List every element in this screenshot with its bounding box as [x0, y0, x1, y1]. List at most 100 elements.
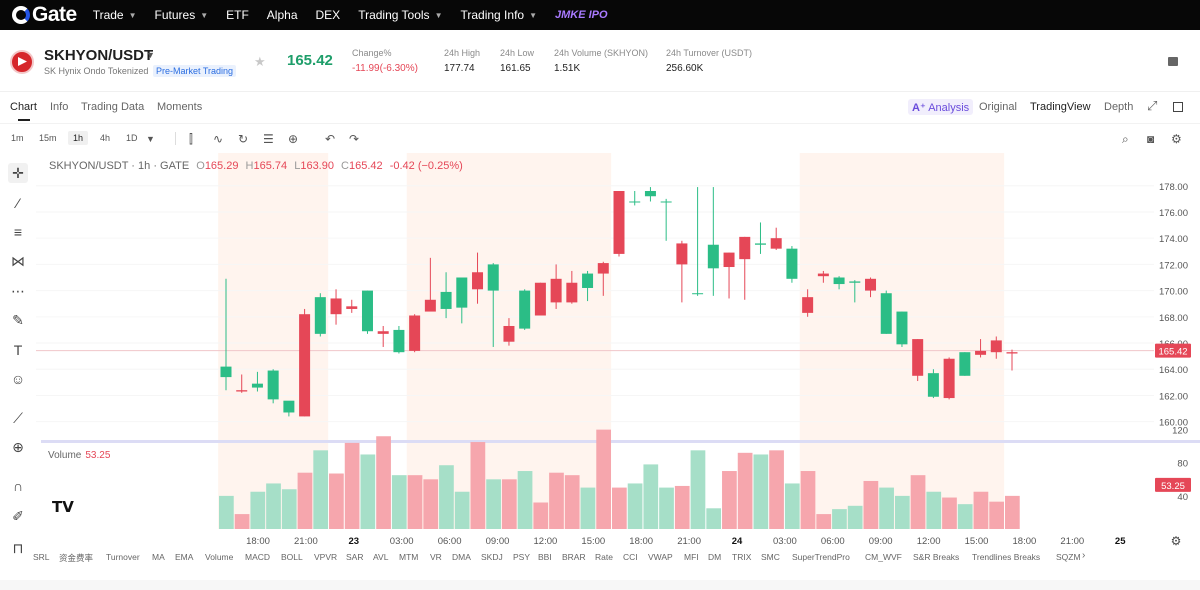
indicator-item[interactable]: S&R Breaks [913, 552, 960, 562]
indicator-item[interactable]: 资金费率 [59, 553, 94, 563]
chart-tabs: Chart Info Trading Data Moments A⁺ Analy… [0, 92, 1200, 124]
lock-drawing-icon[interactable]: ✐ [12, 507, 24, 524]
timeframe-1d[interactable]: 1D [126, 133, 138, 143]
ruler-icon[interactable]: ⟋ [13, 409, 23, 426]
indicator-item[interactable]: PSY [513, 552, 531, 562]
indicator-item[interactable]: SMC [761, 552, 780, 562]
pattern-icon[interactable]: ⋈ [11, 252, 25, 269]
indicator-item[interactable]: VWAP [648, 552, 673, 562]
indicator-item[interactable]: AVL [373, 552, 389, 562]
trendline-icon[interactable]: ⁄ [16, 195, 20, 211]
indicator-item[interactable]: SAR [346, 552, 364, 562]
emoji-icon[interactable]: ☺ [10, 371, 26, 387]
fullscreen-icon[interactable] [1173, 102, 1183, 112]
volume-axis-label: 80 [1177, 459, 1188, 470]
search-icon[interactable]: ⌕ [1122, 132, 1129, 146]
active-tab-indicator [18, 119, 30, 121]
magnet-icon[interactable]: ∩ [12, 478, 24, 494]
nav-item-trading-tools[interactable]: Trading Tools ▼ [358, 8, 442, 22]
expand-icon[interactable]: ⤢ [1147, 98, 1158, 113]
indicator-item[interactable]: VPVR [314, 552, 338, 562]
horizontal-lines-icon[interactable]: ≡ [13, 224, 23, 240]
indicator-item[interactable]: BBI [538, 552, 552, 562]
nav-item-dex[interactable]: DEX [316, 8, 341, 22]
candle-body [314, 297, 326, 334]
time-axis-label: 18:00 [629, 536, 653, 547]
indicator-item[interactable]: DM [708, 552, 722, 562]
chevron-down-icon[interactable]: ▼ [146, 50, 155, 60]
tab-original[interactable]: Original [979, 101, 1017, 113]
indicator-item[interactable]: VR [430, 552, 442, 562]
tab-chart[interactable]: Chart [10, 101, 37, 113]
indicator-item[interactable]: CCI [623, 552, 638, 562]
time-axis-label: 06:00 [821, 536, 845, 547]
tab-moments[interactable]: Moments [157, 101, 203, 113]
add-alert-icon[interactable]: ⊕ [288, 132, 299, 146]
indicator-item[interactable]: BRAR [562, 552, 586, 562]
indicator-item[interactable]: Volume [205, 552, 234, 562]
indicator-item[interactable]: MACD [245, 552, 271, 562]
nav-item-alpha[interactable]: Alpha [267, 8, 298, 22]
indicator-item[interactable]: SRL [33, 552, 50, 562]
nav-item-label: Alpha [266, 8, 298, 22]
indicators-icon[interactable]: ∿ [213, 132, 224, 146]
candle-type-icon[interactable]: ⫿ [189, 132, 193, 146]
replay-icon[interactable]: ↻ [238, 132, 249, 146]
promo-link[interactable]: JMKE IPO [555, 9, 608, 21]
text-icon[interactable]: T [13, 342, 23, 358]
indicator-item[interactable]: SQZM [1056, 552, 1081, 562]
indicator-item[interactable]: Rate [595, 552, 613, 562]
book-icon[interactable] [1168, 57, 1178, 66]
redo-icon[interactable]: ↷ [349, 132, 360, 146]
indicator-item[interactable]: BOLL [281, 552, 303, 562]
nav-item-label: Trading Tools [358, 8, 430, 22]
tab-tradingview[interactable]: TradingView [1030, 101, 1091, 113]
gate-logo[interactable]: Gate [12, 3, 77, 27]
indicator-item[interactable]: TRIX [732, 552, 752, 562]
pair-symbol[interactable]: SKHYON/USDT [44, 47, 154, 64]
nav-item-futures[interactable]: Futures ▼ [155, 8, 209, 22]
tab-trading-data[interactable]: Trading Data [81, 101, 145, 113]
indicator-item[interactable]: Turnover [106, 552, 140, 562]
price-axis-label: 160.00 [1159, 418, 1188, 429]
nav-item-etf[interactable]: ETF [226, 8, 249, 22]
chart-canvas[interactable]: 178.00176.00174.00172.00170.00168.00166.… [36, 153, 1200, 549]
camera-icon[interactable]: ◙ [1147, 132, 1155, 146]
nav-item-trading-info[interactable]: Trading Info ▼ [460, 8, 537, 22]
volume-bar [549, 472, 564, 529]
indicator-item[interactable]: MTM [399, 552, 419, 562]
lock-icon[interactable]: ⊓ [12, 539, 24, 556]
indicator-item[interactable]: MFI [684, 552, 699, 562]
time-axis-label: 18:00 [1013, 536, 1037, 547]
indicator-item[interactable]: MA [152, 552, 165, 562]
chevron-down-icon[interactable]: ▼ [146, 134, 155, 144]
time-axis-label: 21:00 [677, 536, 701, 547]
favorite-star-icon[interactable]: ★ [254, 54, 266, 69]
nav-item-trade[interactable]: Trade ▼ [93, 8, 137, 22]
price-chart[interactable]: 178.00176.00174.00172.00170.00168.00166.… [36, 153, 1200, 549]
gear-icon[interactable]: ⚙ [1171, 132, 1182, 146]
indicator-item[interactable]: Trendlines Breaks [972, 552, 1041, 562]
tab-depth[interactable]: Depth [1104, 101, 1134, 113]
timeframe-4h[interactable]: 4h [100, 133, 111, 143]
crosshair-icon[interactable]: ✛ [8, 163, 28, 183]
volume-bar [800, 471, 816, 529]
timeframe-1m[interactable]: 1m [11, 133, 24, 143]
timeframe-15m[interactable]: 15m [39, 133, 57, 143]
tab-info[interactable]: Info [50, 101, 69, 113]
analysis-button[interactable]: A⁺ Analysis [908, 99, 974, 115]
volume-bar [360, 454, 376, 529]
templates-icon[interactable]: ☰ [263, 132, 274, 146]
brush-icon[interactable]: ✎ [12, 311, 24, 328]
zoom-icon[interactable]: ⊕ [12, 438, 24, 455]
indicator-item[interactable]: EMA [175, 552, 194, 562]
fib-icon[interactable]: ⋯ [11, 282, 25, 299]
drawing-toolbar: ✛ ⁄ ≡ ⋈ ⋯ ✎ T ☺ ⟋ ⊕ ∩ ✐ ⊓ [0, 156, 36, 556]
indicator-item[interactable]: SKDJ [481, 552, 503, 562]
indicator-item[interactable]: DMA [452, 552, 471, 562]
undo-icon[interactable]: ↶ [325, 132, 336, 146]
chevron-right-icon[interactable]: › [1082, 550, 1086, 561]
timeframe-1h[interactable]: 1h [68, 131, 89, 145]
indicator-item[interactable]: CM_WVF [865, 552, 902, 562]
indicator-item[interactable]: SuperTrendPro [792, 552, 850, 562]
